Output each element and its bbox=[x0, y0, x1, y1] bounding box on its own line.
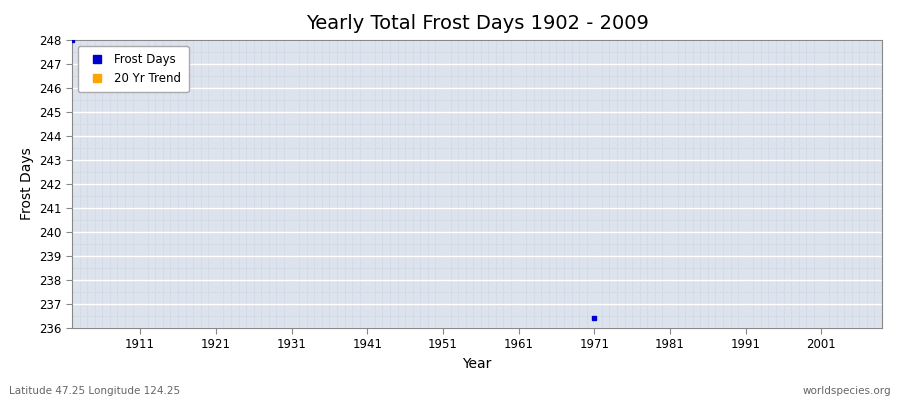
Text: Latitude 47.25 Longitude 124.25: Latitude 47.25 Longitude 124.25 bbox=[9, 386, 180, 396]
Y-axis label: Frost Days: Frost Days bbox=[20, 148, 33, 220]
Text: worldspecies.org: worldspecies.org bbox=[803, 386, 891, 396]
Title: Yearly Total Frost Days 1902 - 2009: Yearly Total Frost Days 1902 - 2009 bbox=[306, 14, 648, 33]
Legend: Frost Days, 20 Yr Trend: Frost Days, 20 Yr Trend bbox=[78, 46, 189, 92]
X-axis label: Year: Year bbox=[463, 357, 491, 371]
